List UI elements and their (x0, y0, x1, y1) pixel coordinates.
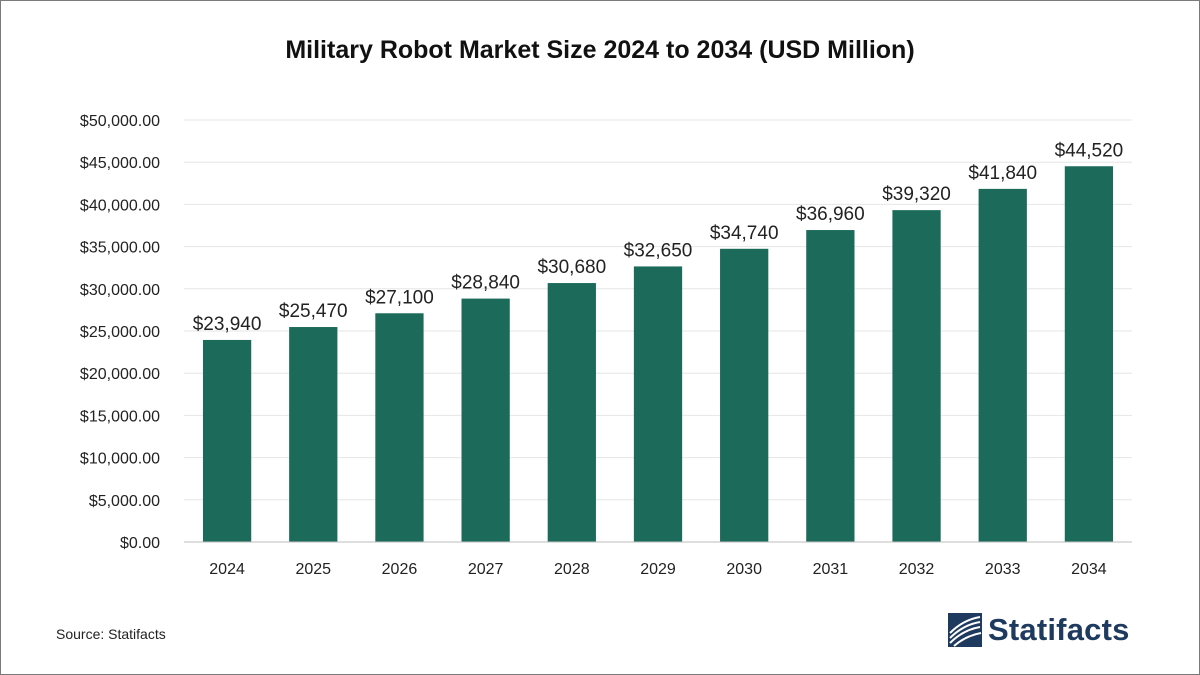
y-tick-label: $40,000.00 (80, 197, 160, 214)
data-label-2031: $36,960 (796, 204, 865, 225)
bar-2024 (202, 339, 252, 542)
y-tick-label: $35,000.00 (80, 240, 160, 257)
logo-text: Statifacts (988, 612, 1130, 647)
statifacts-logo-icon (948, 613, 982, 647)
bar-2034 (1064, 166, 1114, 542)
data-label-2032: $39,320 (882, 184, 951, 205)
bar-2031 (806, 230, 855, 542)
y-tick-label: $10,000.00 (80, 451, 160, 468)
statifacts-logo: Statifacts (948, 610, 1130, 650)
bar-2032 (892, 210, 941, 542)
bar-2033 (978, 188, 1027, 542)
bars (202, 166, 1114, 542)
bar-2027 (461, 298, 510, 542)
data-label-2025: $25,470 (279, 301, 348, 322)
x-tick-label: 2028 (554, 561, 590, 578)
data-label-2024: $23,940 (193, 314, 262, 335)
source-note: Source: Statifacts (56, 626, 166, 642)
y-tick-label: $50,000.00 (80, 113, 160, 130)
y-tick-label: $20,000.00 (80, 366, 160, 383)
data-label-2027: $28,840 (451, 273, 520, 294)
chart-title: Military Robot Market Size 2024 to 2034 … (285, 36, 915, 64)
data-label-2034: $44,520 (1055, 140, 1124, 161)
y-tick-label: $45,000.00 (80, 155, 160, 172)
y-tick-label: $15,000.00 (80, 408, 160, 425)
bar-2029 (633, 266, 683, 542)
data-label-2026: $27,100 (365, 287, 434, 308)
bar-2028 (547, 283, 596, 542)
x-tick-label: 2029 (640, 561, 676, 578)
data-label-2030: $34,740 (710, 223, 779, 244)
bar-2026 (375, 313, 424, 542)
x-tick-label: 2034 (1071, 561, 1107, 578)
data-label-2029: $32,650 (624, 240, 693, 261)
x-tick-label: 2030 (726, 561, 762, 578)
x-tick-label: 2032 (899, 561, 935, 578)
x-axis-ticks: 2024 2025 2026 2027 2028 2029 2030 2031 2032 2033… (209, 561, 1107, 578)
x-tick-label: 2027 (468, 561, 504, 578)
y-tick-label: $30,000.00 (80, 282, 160, 299)
data-label-2028: $30,680 (537, 257, 606, 278)
y-tick-label: $0.00 (120, 535, 160, 552)
x-tick-label: 2033 (985, 561, 1021, 578)
x-tick-label: 2026 (382, 561, 418, 578)
data-labels: $23,940 $25,470 $27,100 $28,840 $30,680 $32,6… (193, 140, 1124, 335)
x-tick-label: 2024 (209, 561, 245, 578)
x-tick-label: 2031 (813, 561, 849, 578)
y-axis-ticks: $0.00 $5,000.00 $10,000.00 $15,000.00 $20,00… (80, 113, 160, 552)
y-tick-label: $5,000.00 (89, 493, 160, 510)
bar-2030 (720, 248, 769, 542)
bar-2025 (289, 327, 338, 542)
x-tick-label: 2025 (295, 561, 331, 578)
y-tick-label: $25,000.00 (80, 324, 160, 341)
data-label-2033: $41,840 (968, 163, 1037, 184)
